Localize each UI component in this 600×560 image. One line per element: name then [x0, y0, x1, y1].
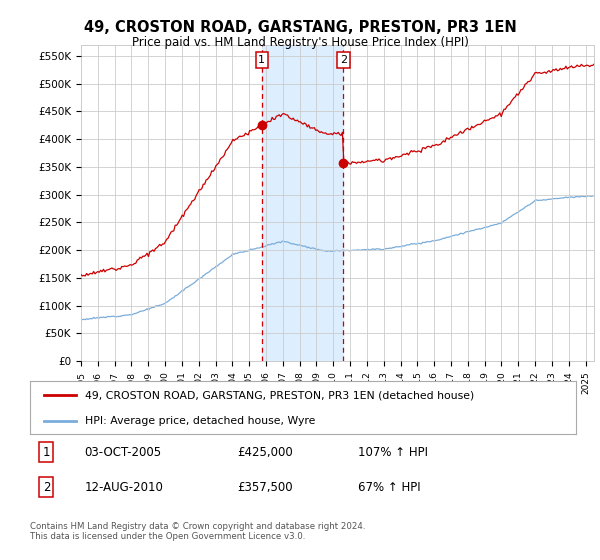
Text: 2: 2 [340, 55, 347, 65]
Text: Contains HM Land Registry data © Crown copyright and database right 2024.
This d: Contains HM Land Registry data © Crown c… [30, 522, 365, 542]
Text: 1: 1 [43, 446, 50, 459]
Bar [262, 45, 343, 361]
Text: 12-AUG-2010: 12-AUG-2010 [85, 480, 163, 493]
Text: £425,000: £425,000 [238, 446, 293, 459]
Text: £357,500: £357,500 [238, 480, 293, 493]
Text: 03-OCT-2005: 03-OCT-2005 [85, 446, 162, 459]
Text: 107% ↑ HPI: 107% ↑ HPI [358, 446, 428, 459]
Text: 67% ↑ HPI: 67% ↑ HPI [358, 480, 420, 493]
Text: Price paid vs. HM Land Registry's House Price Index (HPI): Price paid vs. HM Land Registry's House … [131, 36, 469, 49]
Text: 1: 1 [259, 55, 265, 65]
Text: 2: 2 [43, 480, 50, 493]
Text: 49, CROSTON ROAD, GARSTANG, PRESTON, PR3 1EN (detached house): 49, CROSTON ROAD, GARSTANG, PRESTON, PR3… [85, 390, 474, 400]
Text: HPI: Average price, detached house, Wyre: HPI: Average price, detached house, Wyre [85, 416, 315, 426]
Text: 49, CROSTON ROAD, GARSTANG, PRESTON, PR3 1EN: 49, CROSTON ROAD, GARSTANG, PRESTON, PR3… [83, 20, 517, 35]
